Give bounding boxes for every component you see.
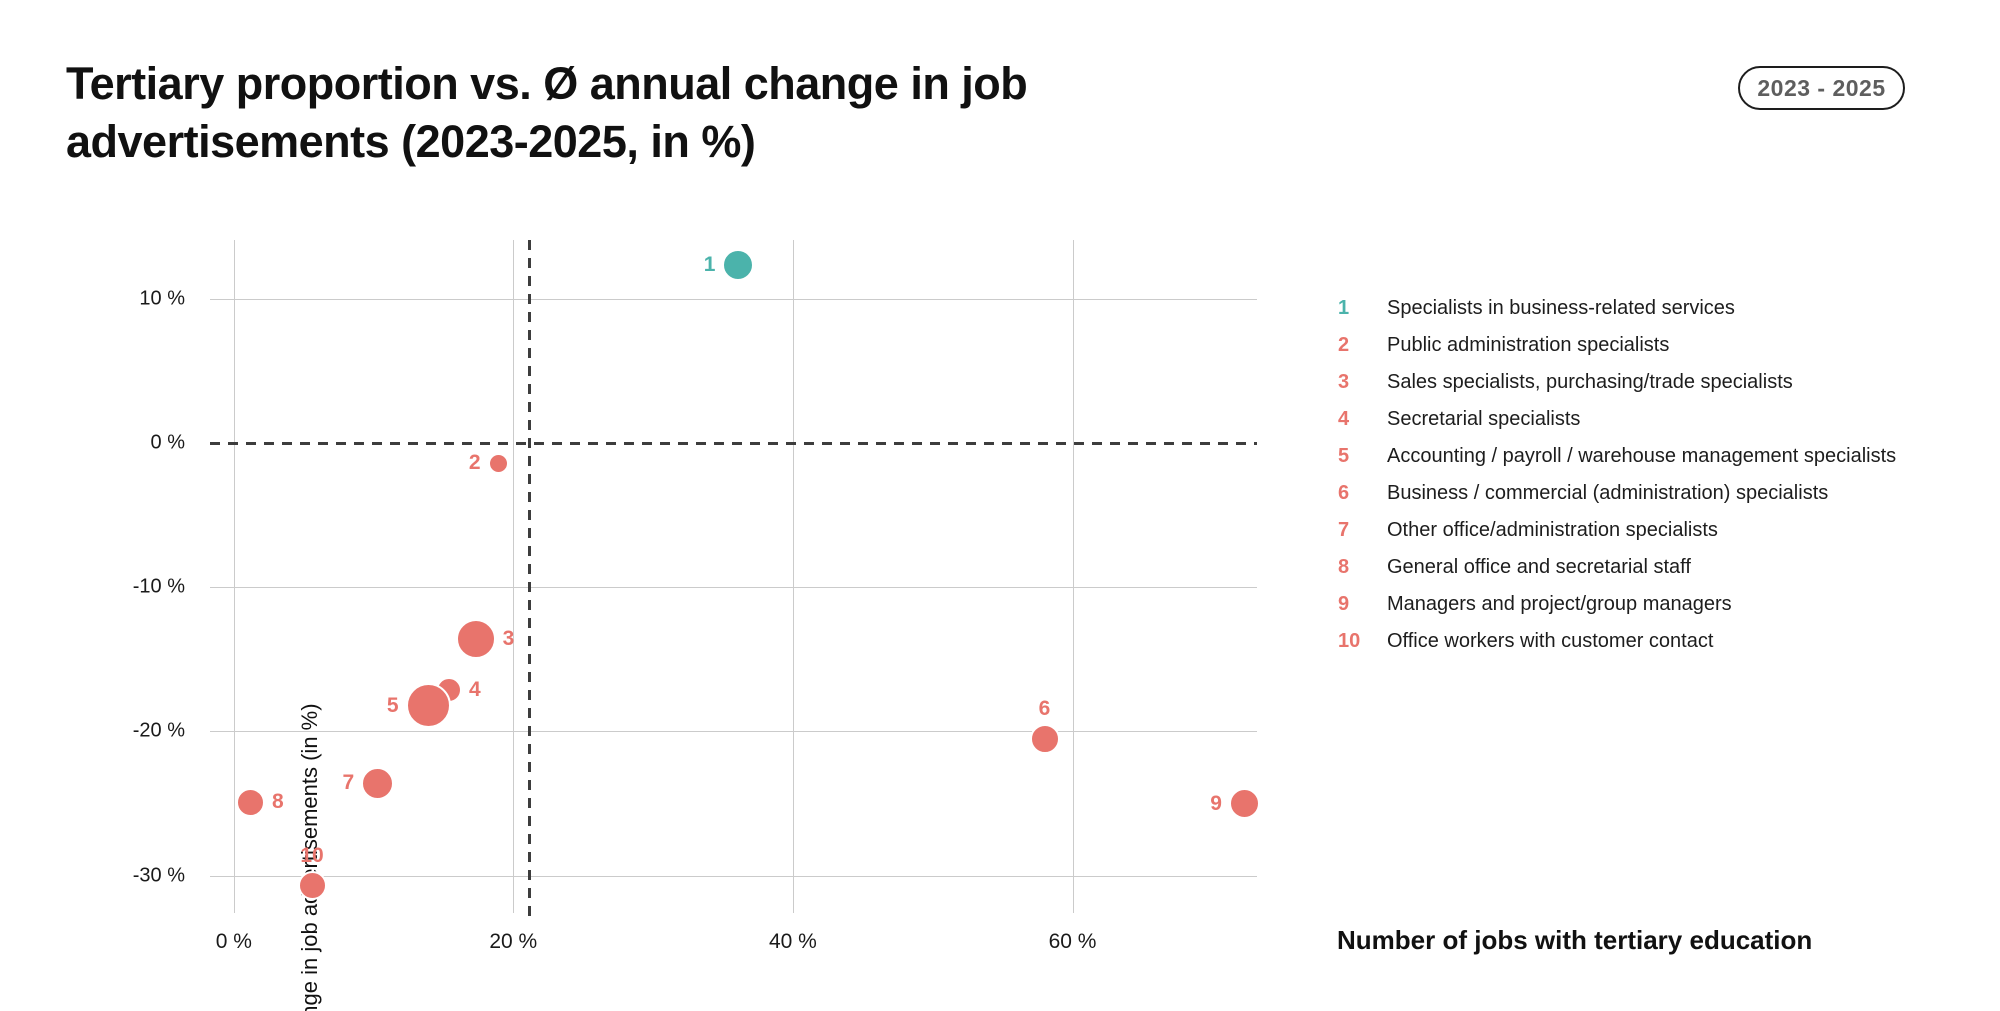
- chart-title-line: Tertiary proportion vs. Ø annual change …: [66, 58, 1028, 109]
- gridline-horizontal: [210, 299, 1257, 301]
- legend-item-2: 2 Public administration specialists: [1338, 327, 1896, 364]
- bubble-label-5: 5: [386, 693, 399, 717]
- bubble-point-5: [405, 683, 451, 728]
- bubble-label-1: 1: [703, 252, 716, 276]
- legend-item-label: Secretarial specialists: [1387, 408, 1581, 430]
- legend-item-5: 5 Accounting / payroll / warehouse manage…: [1338, 438, 1896, 475]
- y-tick-label: 0 %: [150, 431, 185, 454]
- legend-item-number: 9: [1338, 593, 1350, 615]
- legend-item-label: Managers and project/group managers: [1387, 593, 1732, 615]
- y-tick-label: -10 %: [132, 575, 185, 598]
- chart-title-line: advertisements (2023-2025, in %): [66, 116, 756, 167]
- legend-item-label: Accounting / payroll / warehouse managem…: [1387, 445, 1897, 467]
- zero-reference-line: [210, 442, 1257, 446]
- bubble-label-10: 10: [300, 844, 324, 868]
- gridline-vertical: [513, 240, 515, 913]
- bubble-point-10: [297, 871, 327, 901]
- bubble-label-2: 2: [468, 451, 481, 475]
- bubble-point-7: [361, 766, 395, 800]
- legend-item-label: Business / commercial (administration) s…: [1387, 482, 1829, 504]
- bubble-point-1: [722, 248, 755, 281]
- x-tick-label: 20 %: [489, 930, 538, 953]
- legend-item-number: 3: [1338, 371, 1350, 393]
- legend-item-label: Public administration specialists: [1387, 334, 1670, 356]
- legend-item-label: Office workers with customer contact: [1387, 630, 1714, 652]
- legend-item-number: 1: [1338, 297, 1350, 319]
- bubble-point-9: [1228, 788, 1260, 819]
- bubble-point-2: [487, 452, 509, 474]
- y-axis-title: Ø annual change in job advertisements (i…: [297, 703, 322, 1011]
- legend-item-number: 4: [1338, 408, 1350, 430]
- legend-item-4: 4 Secretarial specialists: [1338, 401, 1896, 438]
- x-axis-title: Number of jobs with tertiary education: [1337, 925, 1813, 955]
- legend-item-number: 5: [1338, 445, 1350, 467]
- chart-title: Tertiary proportion vs. Ø annual change …: [66, 55, 1028, 171]
- legend-item-3: 3 Sales specialists, purchasing/trade spe…: [1338, 364, 1896, 401]
- plot-area: Ø annual change in job advertisements (i…: [210, 240, 1260, 1011]
- bubble-label-8: 8: [272, 790, 284, 813]
- period-badge: 2023 - 2025: [1738, 66, 1905, 110]
- x-tick-label: 0 %: [215, 930, 252, 953]
- legend-item-number: 6: [1338, 482, 1350, 504]
- bubble-label-3: 3: [502, 627, 515, 651]
- legend-item-7: 7 Other office/administration specialists: [1338, 512, 1896, 549]
- y-tick-label: -30 %: [132, 864, 185, 886]
- gridline-vertical: [233, 240, 235, 913]
- legend-item-label: Other office/administration specialists: [1387, 519, 1718, 541]
- bubble-label-7: 7: [342, 771, 355, 795]
- x-tick-label: 60 %: [1048, 930, 1097, 953]
- bubble-label-4: 4: [469, 677, 481, 701]
- bubble-point-3: [455, 619, 496, 660]
- bubble-label-6: 6: [1038, 696, 1051, 720]
- bubble-label-9: 9: [1210, 791, 1222, 815]
- legend-item-10: 10 Office workers with customer contact: [1338, 623, 1896, 660]
- bubble-point-6: [1029, 723, 1060, 754]
- legend-item-number: 2: [1338, 334, 1350, 356]
- x-tick-label: 40 %: [768, 930, 817, 953]
- gridline-horizontal: [210, 875, 1257, 877]
- legend-item-label: General office and secretarial staff: [1387, 556, 1691, 578]
- legend-item-number: 10: [1338, 630, 1361, 652]
- bubble-point-8: [236, 787, 265, 817]
- gridline-vertical: [1072, 240, 1074, 913]
- mean-reference-line: [527, 240, 531, 920]
- y-tick-label: -20 %: [132, 719, 185, 742]
- legend-item-label: Sales specialists, purchasing/trade spec…: [1387, 371, 1793, 393]
- legend-item-9: 9 Managers and project/group managers: [1338, 586, 1896, 623]
- legend-item-1: 1 Specialists in business-related service…: [1338, 290, 1896, 327]
- legend-item-number: 8: [1338, 556, 1350, 578]
- legend: 1 Specialists in business-related service…: [1338, 290, 1896, 660]
- y-tick-label: 10 %: [139, 287, 185, 310]
- gridline-vertical: [792, 240, 794, 913]
- legend-item-label: Specialists in business-related services: [1387, 297, 1735, 319]
- gridline-horizontal: [210, 587, 1257, 589]
- gridline-horizontal: [210, 731, 1257, 733]
- legend-item-8: 8 General office and secretarial staff: [1338, 549, 1896, 586]
- legend-item-number: 7: [1338, 519, 1350, 541]
- legend-item-6: 6 Business / commercial (administration) …: [1338, 475, 1896, 512]
